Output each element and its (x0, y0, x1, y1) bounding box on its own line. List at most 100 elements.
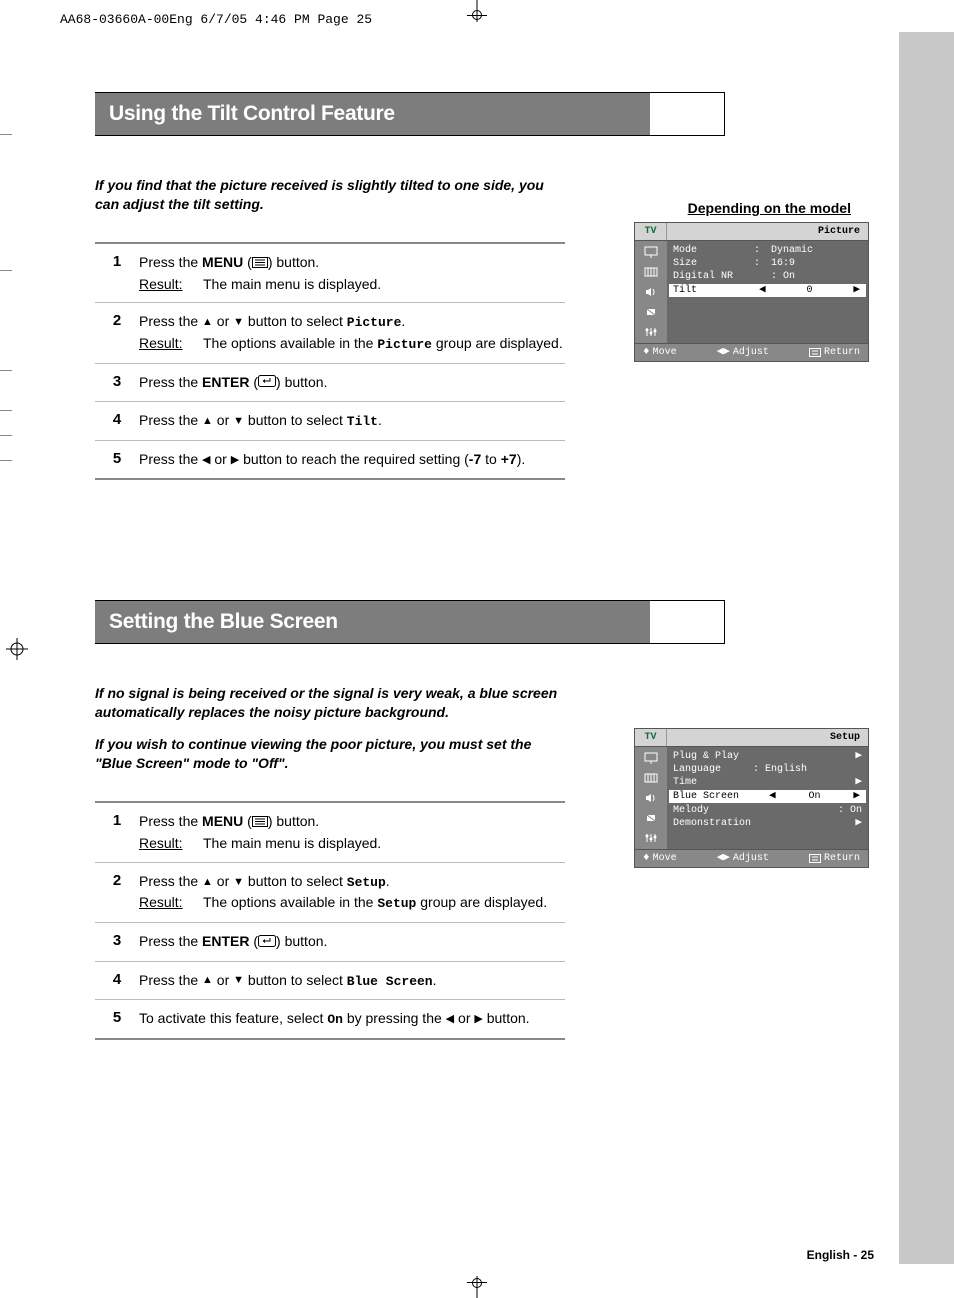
input-icon (642, 751, 660, 765)
up-icon: ▲ (202, 975, 213, 986)
sound-icon (642, 285, 660, 299)
osd-tv-label: TV (635, 223, 667, 240)
print-header: AA68-03660A-00Eng 6/7/05 4:46 PM Page 25 (60, 12, 372, 27)
result-label: Result: (139, 834, 203, 853)
osd-row: Melody: On (673, 804, 862, 817)
setup-icon (642, 325, 660, 339)
result-label: Result: (139, 334, 203, 354)
osd-move: ♦Move (643, 853, 677, 864)
channel-icon (642, 811, 660, 825)
step-body: To activate this feature, select On by p… (139, 1009, 565, 1029)
right-icon: ▶ (474, 1014, 482, 1025)
menu-icon (252, 813, 268, 832)
osd-picture: TV Picture Mode:Dynamic Size:16:9 Digita… (634, 222, 869, 362)
right-icon: ▶ (852, 751, 862, 762)
osd-setup: TV Setup Plug & Play▶ Language: English … (634, 728, 869, 868)
section-title: Using the Tilt Control Feature (95, 92, 725, 136)
step: 1 Press the MENU () button. Result: The … (95, 244, 565, 303)
down-icon: ▼ (233, 317, 244, 328)
up-icon: ▲ (202, 416, 213, 427)
osd-tv-label: TV (635, 729, 667, 746)
left-icon: ◀ (759, 285, 766, 296)
osd-title: Picture (667, 223, 868, 240)
osd-move: ♦Move (643, 347, 677, 358)
down-icon: ▼ (233, 416, 244, 427)
picture-icon (642, 265, 660, 279)
step-number: 5 (95, 1009, 139, 1029)
step-number: 5 (95, 450, 139, 469)
down-icon: ▼ (233, 877, 244, 888)
channel-icon (642, 305, 660, 319)
crop-mark (472, 10, 482, 20)
osd-footer: ♦Move ◀▶Adjust Return (635, 849, 868, 867)
osd-adjust: ◀▶Adjust (717, 853, 769, 864)
up-icon: ▲ (202, 877, 213, 888)
section-title-text: Setting the Blue Screen (95, 601, 650, 643)
left-icon: ◀ (769, 791, 776, 802)
step-body: Press the ENTER () button. (139, 932, 565, 952)
step: 3 Press the ENTER () button. (95, 922, 565, 961)
section-intro: If you find that the picture received is… (95, 176, 565, 214)
osd-row: Mode:Dynamic (673, 244, 862, 257)
page-number: English - 25 (795, 1244, 886, 1266)
enter-icon (258, 373, 276, 392)
osd-row-selected: Blue Screen◀On▶ (669, 790, 866, 803)
step: 1 Press the MENU () button. Result: The … (95, 803, 565, 862)
sound-icon (642, 791, 660, 805)
section-intro: If you wish to continue viewing the poor… (95, 735, 565, 773)
left-ticks (0, 0, 20, 1298)
section-title: Setting the Blue Screen (95, 600, 725, 644)
step-body: Press the ▲ or ▼ button to select Pictur… (139, 312, 565, 353)
osd-adjust: ◀▶Adjust (717, 347, 769, 358)
result-label: Result: (139, 893, 203, 913)
osd-title: Setup (667, 729, 868, 746)
right-icon: ▶ (853, 791, 860, 802)
result-text: The main menu is displayed. (203, 834, 565, 853)
menu-icon (252, 254, 268, 273)
result-text: The main menu is displayed. (203, 275, 565, 294)
step-body: Press the ▲ or ▼ button to select Blue S… (139, 971, 565, 991)
result-text: The options available in the Setup group… (203, 893, 565, 913)
osd-row: Time▶ (673, 776, 862, 789)
page-content: Using the Tilt Control Feature If you fi… (55, 32, 899, 1264)
step: 4 Press the ▲ or ▼ button to select Blue… (95, 961, 565, 1000)
up-icon: ▲ (202, 317, 213, 328)
osd-row: Digital NR: On (673, 270, 862, 283)
enter-icon (258, 933, 276, 952)
steps-list: 1 Press the MENU () button. Result: The … (95, 801, 565, 1040)
osd-footer: ♦Move ◀▶Adjust Return (635, 343, 868, 361)
osd-menu: Mode:Dynamic Size:16:9 Digital NR: On Ti… (667, 241, 868, 343)
osd-return: Return (809, 347, 860, 358)
right-icon: ▶ (853, 285, 860, 296)
section-intro: If no signal is being received or the si… (95, 684, 565, 722)
step-number: 2 (95, 312, 139, 353)
osd-sidebar (635, 241, 667, 343)
osd-sidebar (635, 747, 667, 849)
step-body: Press the ◀ or ▶ button to reach the req… (139, 450, 565, 469)
osd-caption: Depending on the model (688, 200, 851, 216)
step-body: Press the ENTER () button. (139, 373, 565, 393)
step-body: Press the ▲ or ▼ button to select Tilt. (139, 411, 565, 431)
step-body: Press the MENU () button. Result: The ma… (139, 812, 565, 853)
osd-row: Demonstration▶ (673, 817, 862, 830)
step: 2 Press the ▲ or ▼ button to select Pict… (95, 302, 565, 362)
section-title-text: Using the Tilt Control Feature (95, 93, 650, 135)
picture-icon (642, 771, 660, 785)
result-label: Result: (139, 275, 203, 294)
setup-icon (642, 831, 660, 845)
osd-row: Size:16:9 (673, 257, 862, 270)
left-icon: ◀ (446, 1014, 454, 1025)
osd-menu: Plug & Play▶ Language: English Time▶ Blu… (667, 747, 868, 849)
osd-return: Return (809, 853, 860, 864)
step: 2 Press the ▲ or ▼ button to select Setu… (95, 862, 565, 922)
osd-row-selected: Tilt◀0▶ (669, 284, 866, 297)
right-icon: ▶ (852, 777, 862, 788)
osd-row: Language: English (673, 763, 862, 776)
step: 4 Press the ▲ or ▼ button to select Tilt… (95, 401, 565, 440)
step: 5 To activate this feature, select On by… (95, 999, 565, 1038)
left-icon: ◀ (202, 455, 210, 466)
step-number: 4 (95, 411, 139, 431)
crop-mark (472, 1278, 482, 1288)
step-body: Press the ▲ or ▼ button to select Setup.… (139, 872, 565, 913)
down-icon: ▼ (233, 975, 244, 986)
